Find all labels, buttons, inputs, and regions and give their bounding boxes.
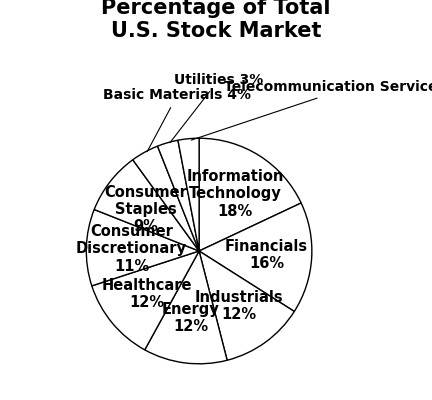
Wedge shape (145, 251, 227, 364)
Wedge shape (86, 210, 199, 286)
Text: Financials
16%: Financials 16% (225, 239, 308, 272)
Text: Energy
12%: Energy 12% (162, 302, 219, 334)
Text: Basic Materials 4%: Basic Materials 4% (103, 88, 251, 152)
Text: Information
Technology
18%: Information Technology 18% (187, 169, 284, 219)
Wedge shape (94, 160, 199, 251)
Text: Telecommunication Services 3%: Telecommunication Services 3% (191, 80, 432, 140)
Text: Healthcare
12%: Healthcare 12% (102, 278, 192, 310)
Title: Percentage of Total
U.S. Stock Market: Percentage of Total U.S. Stock Market (101, 0, 331, 41)
Wedge shape (199, 251, 294, 360)
Text: Industrials
12%: Industrials 12% (194, 290, 283, 322)
Text: Consumer
Discretionary
11%: Consumer Discretionary 11% (76, 224, 187, 274)
Wedge shape (158, 140, 199, 251)
Text: Utilities 3%: Utilities 3% (170, 72, 264, 143)
Wedge shape (199, 138, 301, 251)
Wedge shape (199, 203, 312, 312)
Text: Consumer
Staples
9%: Consumer Staples 9% (104, 185, 187, 234)
Wedge shape (92, 251, 199, 350)
Wedge shape (178, 138, 199, 251)
Wedge shape (133, 146, 199, 251)
